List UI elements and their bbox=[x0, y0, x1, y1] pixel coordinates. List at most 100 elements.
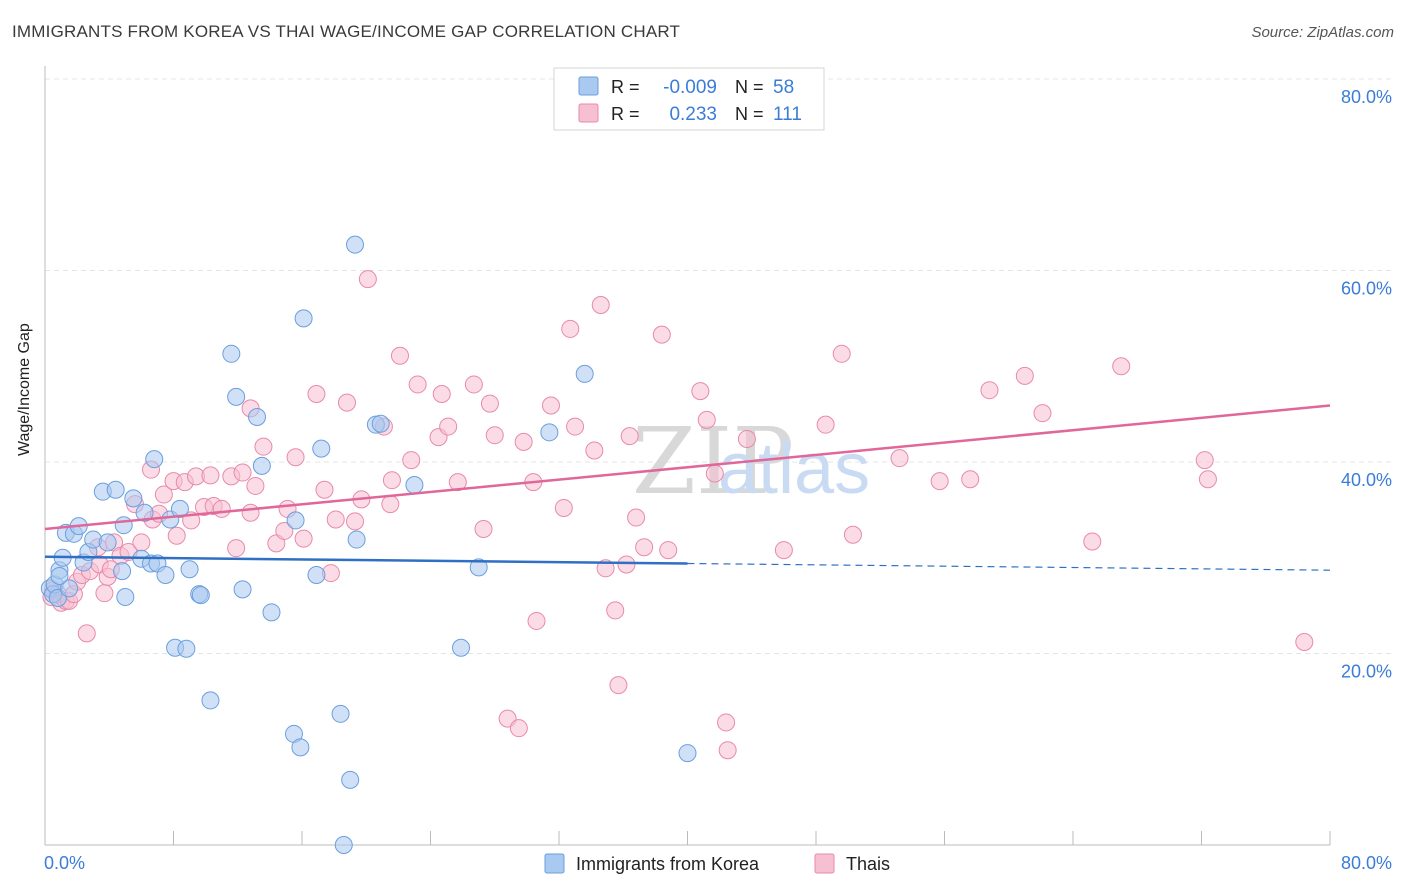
thai-point bbox=[1198, 470, 1217, 489]
korea-point bbox=[678, 744, 697, 763]
korea-point bbox=[307, 565, 326, 584]
thai-point bbox=[554, 498, 573, 517]
thai-point bbox=[930, 472, 949, 491]
korea-point bbox=[98, 533, 117, 552]
korea-point bbox=[331, 704, 350, 723]
x-tick-label-max: 80.0% bbox=[1341, 853, 1392, 873]
korea-point bbox=[469, 558, 488, 577]
korea-point bbox=[145, 450, 164, 469]
thai-point bbox=[617, 555, 636, 574]
thai-point bbox=[326, 510, 345, 529]
korea-point bbox=[170, 499, 189, 518]
thai-point bbox=[606, 601, 625, 620]
korea-r-value: -0.009 bbox=[663, 77, 717, 98]
chart-title: IMMIGRANTS FROM KOREA VS THAI WAGE/INCOM… bbox=[12, 22, 681, 41]
thai-point bbox=[286, 448, 305, 467]
korea-point bbox=[50, 566, 69, 585]
korea-point bbox=[113, 562, 132, 581]
korea-point bbox=[346, 235, 365, 254]
thai-point bbox=[448, 473, 467, 492]
thai-point bbox=[596, 559, 615, 578]
korea-point bbox=[312, 439, 331, 458]
thai-trend-line bbox=[44, 404, 1331, 531]
thai-point bbox=[212, 499, 231, 518]
y-tick-label: 20.0% bbox=[1341, 662, 1392, 682]
thai-point bbox=[246, 476, 265, 495]
korea-r-label: R = bbox=[611, 77, 640, 97]
thai-point bbox=[561, 319, 580, 338]
thai-point bbox=[566, 417, 585, 436]
korea-point bbox=[341, 770, 360, 789]
thai-point bbox=[294, 529, 313, 548]
thai-point bbox=[705, 464, 724, 483]
thai-point bbox=[514, 432, 533, 451]
y-tick-label: 80.0% bbox=[1341, 87, 1392, 107]
thai-point bbox=[132, 533, 151, 552]
thai-point bbox=[485, 426, 504, 445]
thai-point bbox=[480, 394, 499, 413]
thai-point bbox=[315, 480, 334, 499]
thai-point bbox=[1083, 532, 1102, 551]
thai-point bbox=[346, 512, 365, 531]
thai-point bbox=[1195, 451, 1214, 470]
thai-point bbox=[432, 385, 451, 404]
korea-point bbox=[452, 638, 471, 657]
thai-point bbox=[95, 584, 114, 603]
thai-point bbox=[381, 495, 400, 514]
korea-trend-extension bbox=[687, 562, 1331, 571]
korea-point bbox=[291, 738, 310, 757]
thai-point bbox=[697, 410, 716, 429]
thai-point bbox=[718, 741, 737, 760]
thai-point bbox=[474, 520, 493, 539]
korea-point bbox=[575, 364, 594, 383]
thai-point bbox=[1112, 357, 1131, 376]
korea-point bbox=[124, 489, 143, 508]
thai-r-value: 0.233 bbox=[669, 104, 717, 125]
thai-point bbox=[691, 382, 710, 401]
korea-point bbox=[180, 560, 199, 579]
thai-point bbox=[890, 449, 909, 468]
thai-point bbox=[254, 437, 273, 456]
korea-legend-swatch bbox=[578, 76, 599, 96]
korea-point bbox=[540, 423, 559, 442]
y-tick-label: 60.0% bbox=[1341, 279, 1392, 299]
thai-point bbox=[652, 325, 671, 344]
korea-trend-line bbox=[44, 555, 688, 565]
thai-n-label: N = bbox=[735, 104, 764, 124]
thai-point bbox=[843, 525, 862, 544]
thai-point bbox=[832, 344, 851, 363]
thai-point bbox=[307, 385, 326, 404]
thai-point bbox=[609, 676, 628, 695]
korea-point bbox=[252, 456, 271, 475]
thai-point bbox=[402, 451, 421, 470]
thai-point bbox=[337, 393, 356, 412]
grid-lines bbox=[45, 78, 1392, 654]
thai-point bbox=[737, 430, 756, 449]
axes bbox=[44, 66, 1331, 846]
thai-point bbox=[591, 295, 610, 314]
korea-point bbox=[371, 414, 390, 433]
thai-point bbox=[233, 463, 252, 482]
korea-series-points bbox=[40, 235, 697, 854]
tick-labels: 20.0% 40.0% 60.0% 80.0% 0.0% 80.0% bbox=[44, 87, 1392, 873]
thai-r-label: R = bbox=[611, 104, 640, 124]
thai-legend-swatch bbox=[578, 103, 599, 123]
korea-point bbox=[135, 503, 154, 522]
thai-point bbox=[439, 417, 458, 436]
thai-point bbox=[382, 471, 401, 490]
korea-point bbox=[201, 691, 220, 710]
thai-n-value: 111 bbox=[773, 104, 802, 125]
korea-point bbox=[191, 586, 210, 605]
series-legend: Immigrants from Korea Thais bbox=[544, 853, 890, 874]
thai-point bbox=[627, 508, 646, 527]
thai-point bbox=[659, 541, 678, 560]
thai-point bbox=[961, 470, 980, 489]
korea-point bbox=[262, 603, 281, 622]
thai-point bbox=[620, 427, 639, 446]
thai-point bbox=[816, 415, 835, 434]
thai-point bbox=[464, 375, 483, 394]
korea-point bbox=[60, 579, 79, 598]
thai-legend-label: Thais bbox=[846, 854, 890, 874]
x-tick-label-min: 0.0% bbox=[44, 853, 85, 873]
thai-point bbox=[241, 503, 260, 522]
